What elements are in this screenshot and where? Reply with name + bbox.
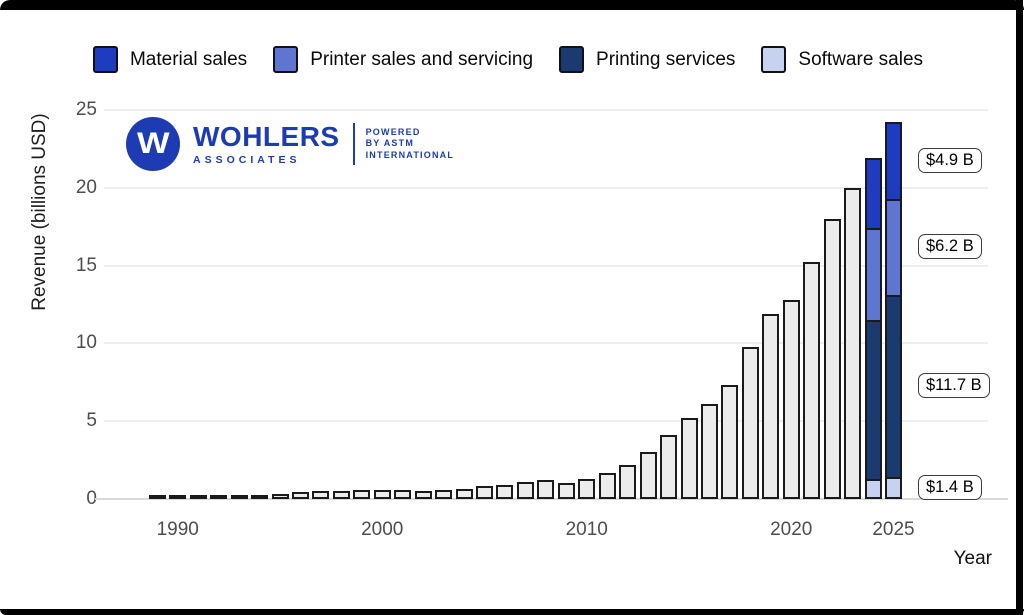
wohlers-logo-text: WOHLERS ASSOCIATES — [193, 120, 340, 166]
annotation-material-sales: $4.9 B — [918, 147, 982, 173]
logo-brand-name: WOHLERS — [193, 120, 340, 152]
bar-1996 — [291, 491, 309, 499]
logo-subtitle: ASSOCIATES — [193, 153, 301, 166]
x-axis-line — [95, 498, 1008, 500]
annotation-software-sales: $1.4 B — [918, 475, 982, 501]
bar-2025-segment-2 — [885, 198, 902, 296]
bar-2003 — [435, 490, 453, 499]
legend-swatch-icon — [92, 46, 118, 73]
bar-2022 — [823, 218, 841, 499]
bar-2007 — [516, 481, 534, 499]
y-tick-label-25: 25 — [75, 99, 97, 120]
bar-2013 — [639, 452, 657, 499]
bar-2018 — [741, 346, 759, 499]
legend-item-2: Printing services — [559, 46, 735, 73]
legend-item-1: Printer sales and servicing — [273, 46, 533, 73]
logo-tagline-line-0: POWERED — [365, 126, 421, 137]
bar-2002 — [414, 491, 432, 499]
bottom-border-bar — [0, 609, 1024, 615]
bar-2000 — [373, 489, 391, 499]
legend-item-0: Material sales — [92, 46, 248, 73]
legend-swatch-icon — [761, 46, 787, 73]
bar-2009 — [557, 482, 575, 499]
annotation-printing-services: $11.7 B — [918, 373, 990, 399]
bar-2005 — [476, 485, 493, 499]
bar-1989 — [148, 495, 166, 499]
bar-2025-segment-1 — [885, 295, 902, 478]
annotation-printer-sales-and-servicing: $6.2 B — [918, 233, 982, 259]
bar-1991 — [189, 495, 207, 499]
y-tick-label-15: 15 — [75, 254, 97, 276]
legend-label: Software sales — [798, 48, 924, 70]
legend-label: Printer sales and servicing — [310, 48, 534, 70]
bar-2014 — [660, 435, 678, 499]
bar-1999 — [353, 490, 371, 499]
legend-swatch-icon — [559, 46, 585, 73]
bar-2024-segment-1 — [864, 320, 882, 479]
logo-divider — [352, 123, 355, 165]
bar-1990 — [169, 495, 187, 499]
bar-2025-segment-3 — [885, 122, 902, 199]
bar-2006 — [496, 484, 514, 499]
bar-1998 — [332, 491, 350, 499]
top-border-bar — [0, 0, 1024, 10]
wohlers-w-icon: W — [137, 127, 170, 160]
right-border-bar — [1016, 0, 1023, 615]
y-tick-label-0: 0 — [86, 488, 97, 509]
legend-item-3: Software sales — [761, 46, 923, 73]
legend-label: Material sales — [129, 48, 248, 70]
legend-label: Printing services — [596, 48, 736, 70]
bar-2012 — [619, 464, 637, 499]
bar-2025-segment-0 — [885, 477, 902, 499]
bar-2020 — [782, 299, 800, 499]
bar-1992 — [210, 495, 228, 499]
logo-tagline-line-1: BY ASTM — [365, 138, 415, 149]
wohlers-logo-mark: W — [126, 117, 180, 171]
gridline-20 — [104, 186, 988, 189]
bar-1993 — [230, 495, 248, 499]
bar-2019 — [762, 313, 780, 499]
logo-tagline-line-2: INTERNATIONAL — [365, 149, 455, 160]
gridline-15 — [104, 264, 988, 267]
bar-2010 — [578, 478, 596, 499]
bar-2004 — [455, 488, 473, 499]
bar-1995 — [271, 494, 289, 499]
bar-1994 — [251, 494, 269, 499]
y-axis-title: Revenue (billions USD) — [29, 113, 50, 311]
gridline-10 — [104, 342, 988, 345]
bar-2024-segment-2 — [864, 228, 882, 321]
bar-2024-segment-0 — [864, 478, 882, 499]
x-tick-label-2020: 2020 — [770, 519, 813, 540]
gridline-5 — [104, 420, 988, 423]
wohlers-logo: W WOHLERS ASSOCIATES POWERED BY ASTM INTER… — [126, 117, 454, 171]
bar-2001 — [394, 490, 412, 499]
bar-2017 — [721, 385, 739, 499]
y-tick-label-10: 10 — [75, 332, 97, 354]
bar-2008 — [537, 480, 555, 499]
x-tick-label-2025: 2025 — [872, 519, 915, 540]
legend-swatch-icon — [273, 46, 299, 73]
bar-2016 — [700, 404, 718, 499]
y-tick-label-20: 20 — [75, 176, 97, 198]
bar-2021 — [803, 262, 821, 499]
bar-2011 — [598, 472, 616, 499]
x-tick-label-1990: 1990 — [156, 519, 199, 540]
y-tick-label-5: 5 — [86, 410, 97, 432]
bar-2024-segment-3 — [864, 158, 882, 229]
bar-1997 — [312, 491, 330, 499]
x-tick-label-2010: 2010 — [565, 519, 608, 540]
logo-tagline: POWERED BY ASTM INTERNATIONAL — [366, 127, 454, 162]
bar-2015 — [680, 418, 698, 499]
gridline-25 — [104, 109, 988, 111]
chart-legend: Material sales Printer sales and servicin… — [0, 46, 1016, 73]
x-tick-label-2000: 2000 — [361, 519, 404, 540]
bar-2023 — [844, 187, 862, 499]
x-axis-title: Year — [953, 548, 992, 569]
